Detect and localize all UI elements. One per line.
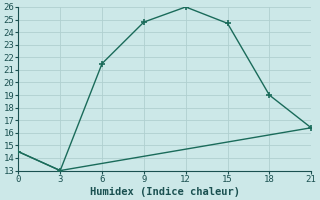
X-axis label: Humidex (Indice chaleur): Humidex (Indice chaleur)	[90, 186, 240, 197]
